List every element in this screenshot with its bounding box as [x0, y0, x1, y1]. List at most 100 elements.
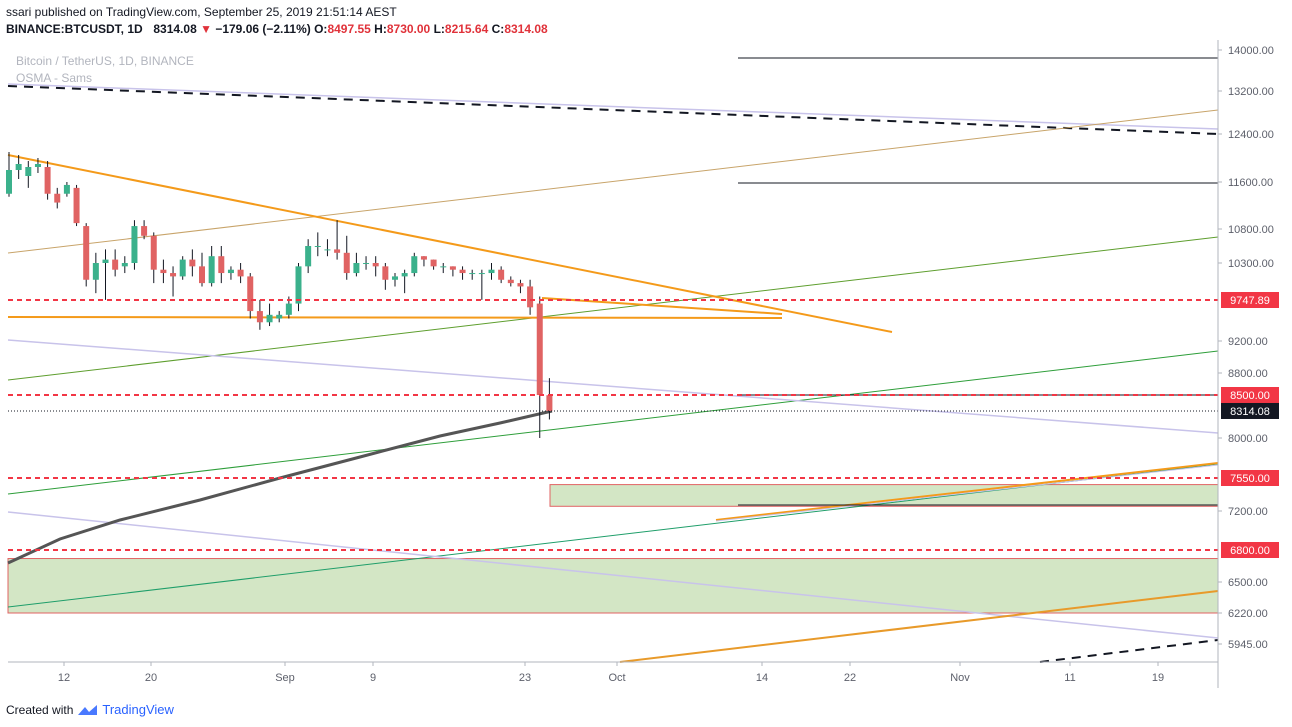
candle-body	[141, 226, 148, 236]
candle	[73, 184, 80, 227]
down-arrow-icon: ▼	[200, 22, 212, 36]
x-tick-label: Oct	[608, 672, 625, 684]
trendline-lavender-top	[7, 83, 1219, 130]
candle-body	[382, 266, 389, 280]
candle	[34, 158, 41, 173]
candle-body	[227, 269, 234, 274]
trendline-tan	[7, 109, 1219, 254]
trendline-dashed-black-low	[1039, 639, 1219, 663]
open-value: 8497.55	[327, 22, 371, 36]
price-label-bg	[1221, 542, 1279, 558]
candle	[459, 266, 466, 280]
y-tick-label: 12400.00	[1228, 129, 1274, 141]
candle-body	[430, 259, 437, 267]
open-label: O:	[314, 22, 328, 36]
candle	[6, 152, 12, 197]
price-label: 7550.00	[1230, 473, 1270, 485]
candle-body	[392, 276, 398, 280]
candle	[392, 273, 398, 287]
y-tick-label: 5945.00	[1228, 639, 1268, 651]
candle	[92, 252, 99, 294]
trendline-lavender-rise-1	[715, 464, 1219, 522]
trendline-orange-rise-1	[715, 462, 1219, 521]
low-label: L:	[433, 22, 445, 36]
candle	[199, 252, 205, 287]
candle-body	[112, 259, 119, 270]
last-price: 8314.08	[153, 22, 197, 36]
candle	[507, 276, 514, 287]
trendline-green	[7, 350, 1219, 495]
candle-body	[353, 263, 360, 274]
close-value: 8314.08	[504, 22, 548, 36]
candle	[63, 182, 70, 197]
candle	[160, 259, 167, 284]
candle-body	[237, 269, 244, 277]
candle	[218, 246, 225, 284]
candle-body	[150, 235, 157, 270]
x-tick-label: 14	[756, 672, 768, 684]
candle-body	[208, 256, 215, 284]
candle-body	[15, 164, 22, 170]
price-label-bg	[1221, 402, 1279, 419]
orange-short	[541, 297, 783, 315]
candle	[430, 259, 437, 270]
candle-body	[324, 249, 331, 251]
trendline-orange-flat	[7, 316, 783, 319]
candle-body	[189, 259, 196, 267]
candle-body	[440, 266, 447, 268]
candle-body	[401, 273, 408, 277]
y-tick-label: 6220.00	[1228, 608, 1268, 620]
candle	[102, 249, 109, 300]
candle	[141, 220, 148, 240]
candle-body	[517, 283, 524, 287]
candle	[324, 239, 331, 257]
candle	[411, 252, 418, 277]
y-tick-label: 8800.00	[1228, 368, 1268, 380]
x-tick-label: 11	[1064, 672, 1075, 684]
price-label: 8500.00	[1230, 390, 1270, 402]
price-label-bg	[1221, 470, 1279, 486]
candle	[179, 256, 186, 280]
symbol-label: BINANCE:BTCUSDT, 1D	[6, 22, 143, 36]
candle-body	[363, 263, 370, 264]
y-tick-label: 6500.00	[1228, 577, 1268, 589]
price-chart[interactable]: 14000.00 13200.00 12400.00 11600.00 10800.00…	[0, 0, 1292, 700]
candle-body	[34, 164, 41, 167]
close-label: C:	[491, 22, 505, 36]
tradingview-brand[interactable]: TradingView	[102, 702, 174, 717]
candle	[372, 256, 379, 277]
candle-body	[179, 259, 186, 277]
candle-body	[102, 259, 109, 263]
candle-body	[478, 273, 485, 275]
watermark-indicator: OSMA - Sams	[16, 71, 93, 85]
candle	[546, 378, 553, 420]
low-value: 8215.64	[444, 22, 489, 36]
x-tick-label: Sep	[275, 672, 295, 684]
x-tick-label: 23	[519, 672, 531, 684]
candle	[266, 303, 273, 327]
candle	[353, 252, 360, 277]
candle	[25, 161, 32, 188]
trendline-dashed-black	[7, 85, 1219, 135]
candle-body	[121, 263, 128, 267]
candle	[498, 266, 505, 284]
x-tick-label: 22	[844, 672, 856, 684]
candle	[208, 246, 215, 287]
candle-body	[546, 395, 553, 411]
candle-body	[25, 167, 32, 176]
price-label: 6800.00	[1230, 545, 1270, 557]
candle-body	[498, 269, 505, 280]
candle	[256, 299, 263, 330]
price-change: −179.06 (−2.11%)	[215, 22, 311, 36]
candle-body	[305, 246, 312, 267]
candle	[401, 269, 408, 294]
candle-body	[6, 170, 12, 194]
candle-body	[218, 256, 225, 274]
candle	[488, 263, 495, 280]
candle-body	[131, 226, 138, 263]
x-tick-label: 12	[58, 672, 70, 684]
candle	[517, 279, 524, 294]
candle	[112, 249, 119, 277]
candle	[121, 256, 128, 274]
high-value: 8730.00	[386, 22, 431, 36]
